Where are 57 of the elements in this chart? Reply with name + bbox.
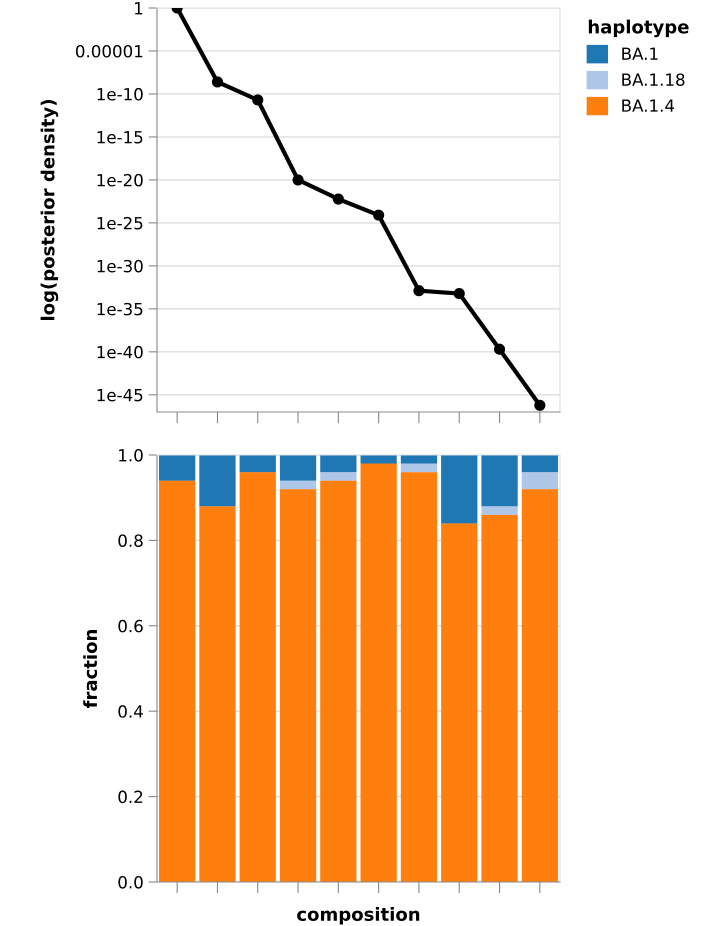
y-tick-label: 0.00001 <box>76 44 142 58</box>
point <box>252 94 264 106</box>
y-tick-label: 0.0 <box>118 876 143 889</box>
legend-label: BA.1 <box>622 48 658 60</box>
y-tick-label: 1e-40 <box>98 346 143 358</box>
legend-label: BA.1.4 <box>622 100 674 112</box>
y-tick-label: 1e-30 <box>98 260 143 272</box>
bar <box>400 455 438 464</box>
point <box>332 193 344 205</box>
bar <box>441 523 478 882</box>
x-axis-title: composition <box>297 907 420 924</box>
y-axis-title: log(posterior density) <box>40 100 58 320</box>
bar <box>320 472 356 481</box>
point <box>494 344 506 355</box>
bar <box>481 514 518 882</box>
y-tick-label: 0.6 <box>118 620 143 632</box>
bar <box>360 464 397 882</box>
legend-title: haplotype <box>588 20 689 38</box>
point <box>212 76 224 88</box>
point <box>413 285 425 296</box>
bar <box>159 480 196 882</box>
bar <box>400 472 438 882</box>
y-tick-label: 1e-15 <box>98 131 142 144</box>
y-tick-label: 1e-35 <box>98 302 142 316</box>
y-tick-label: 1e-20 <box>98 174 143 186</box>
y-tick-label: 0.2 <box>118 790 142 804</box>
bar <box>199 506 236 882</box>
legend-label: BA.1.18 <box>622 73 684 86</box>
y-tick-label: 1e-45 <box>98 388 142 402</box>
bar <box>280 489 316 882</box>
bar <box>441 455 478 524</box>
point <box>373 210 384 221</box>
bar <box>159 455 196 481</box>
point <box>454 288 465 300</box>
bar <box>320 455 356 472</box>
bar <box>522 489 558 882</box>
bar <box>280 455 316 481</box>
bar <box>240 455 276 472</box>
bar <box>280 480 316 490</box>
y-tick-label: 1e-10 <box>98 88 143 101</box>
bar <box>481 455 518 506</box>
bar <box>320 480 356 882</box>
bar <box>360 455 397 464</box>
y-tick-label: 1 <box>135 2 142 14</box>
y-tick-label: 0.4 <box>118 705 143 718</box>
y-tick-label: 1e-25 <box>98 216 142 230</box>
point <box>534 400 546 411</box>
bar <box>522 455 558 472</box>
bar <box>481 506 518 515</box>
bar <box>400 464 438 472</box>
bar <box>199 455 236 506</box>
y-axis-title: fraction <box>83 630 98 708</box>
bar <box>240 472 276 882</box>
point <box>292 174 304 186</box>
y-tick-label: 0.8 <box>118 534 143 547</box>
y-tick-label: 1.0 <box>119 448 143 462</box>
bar <box>522 472 558 490</box>
